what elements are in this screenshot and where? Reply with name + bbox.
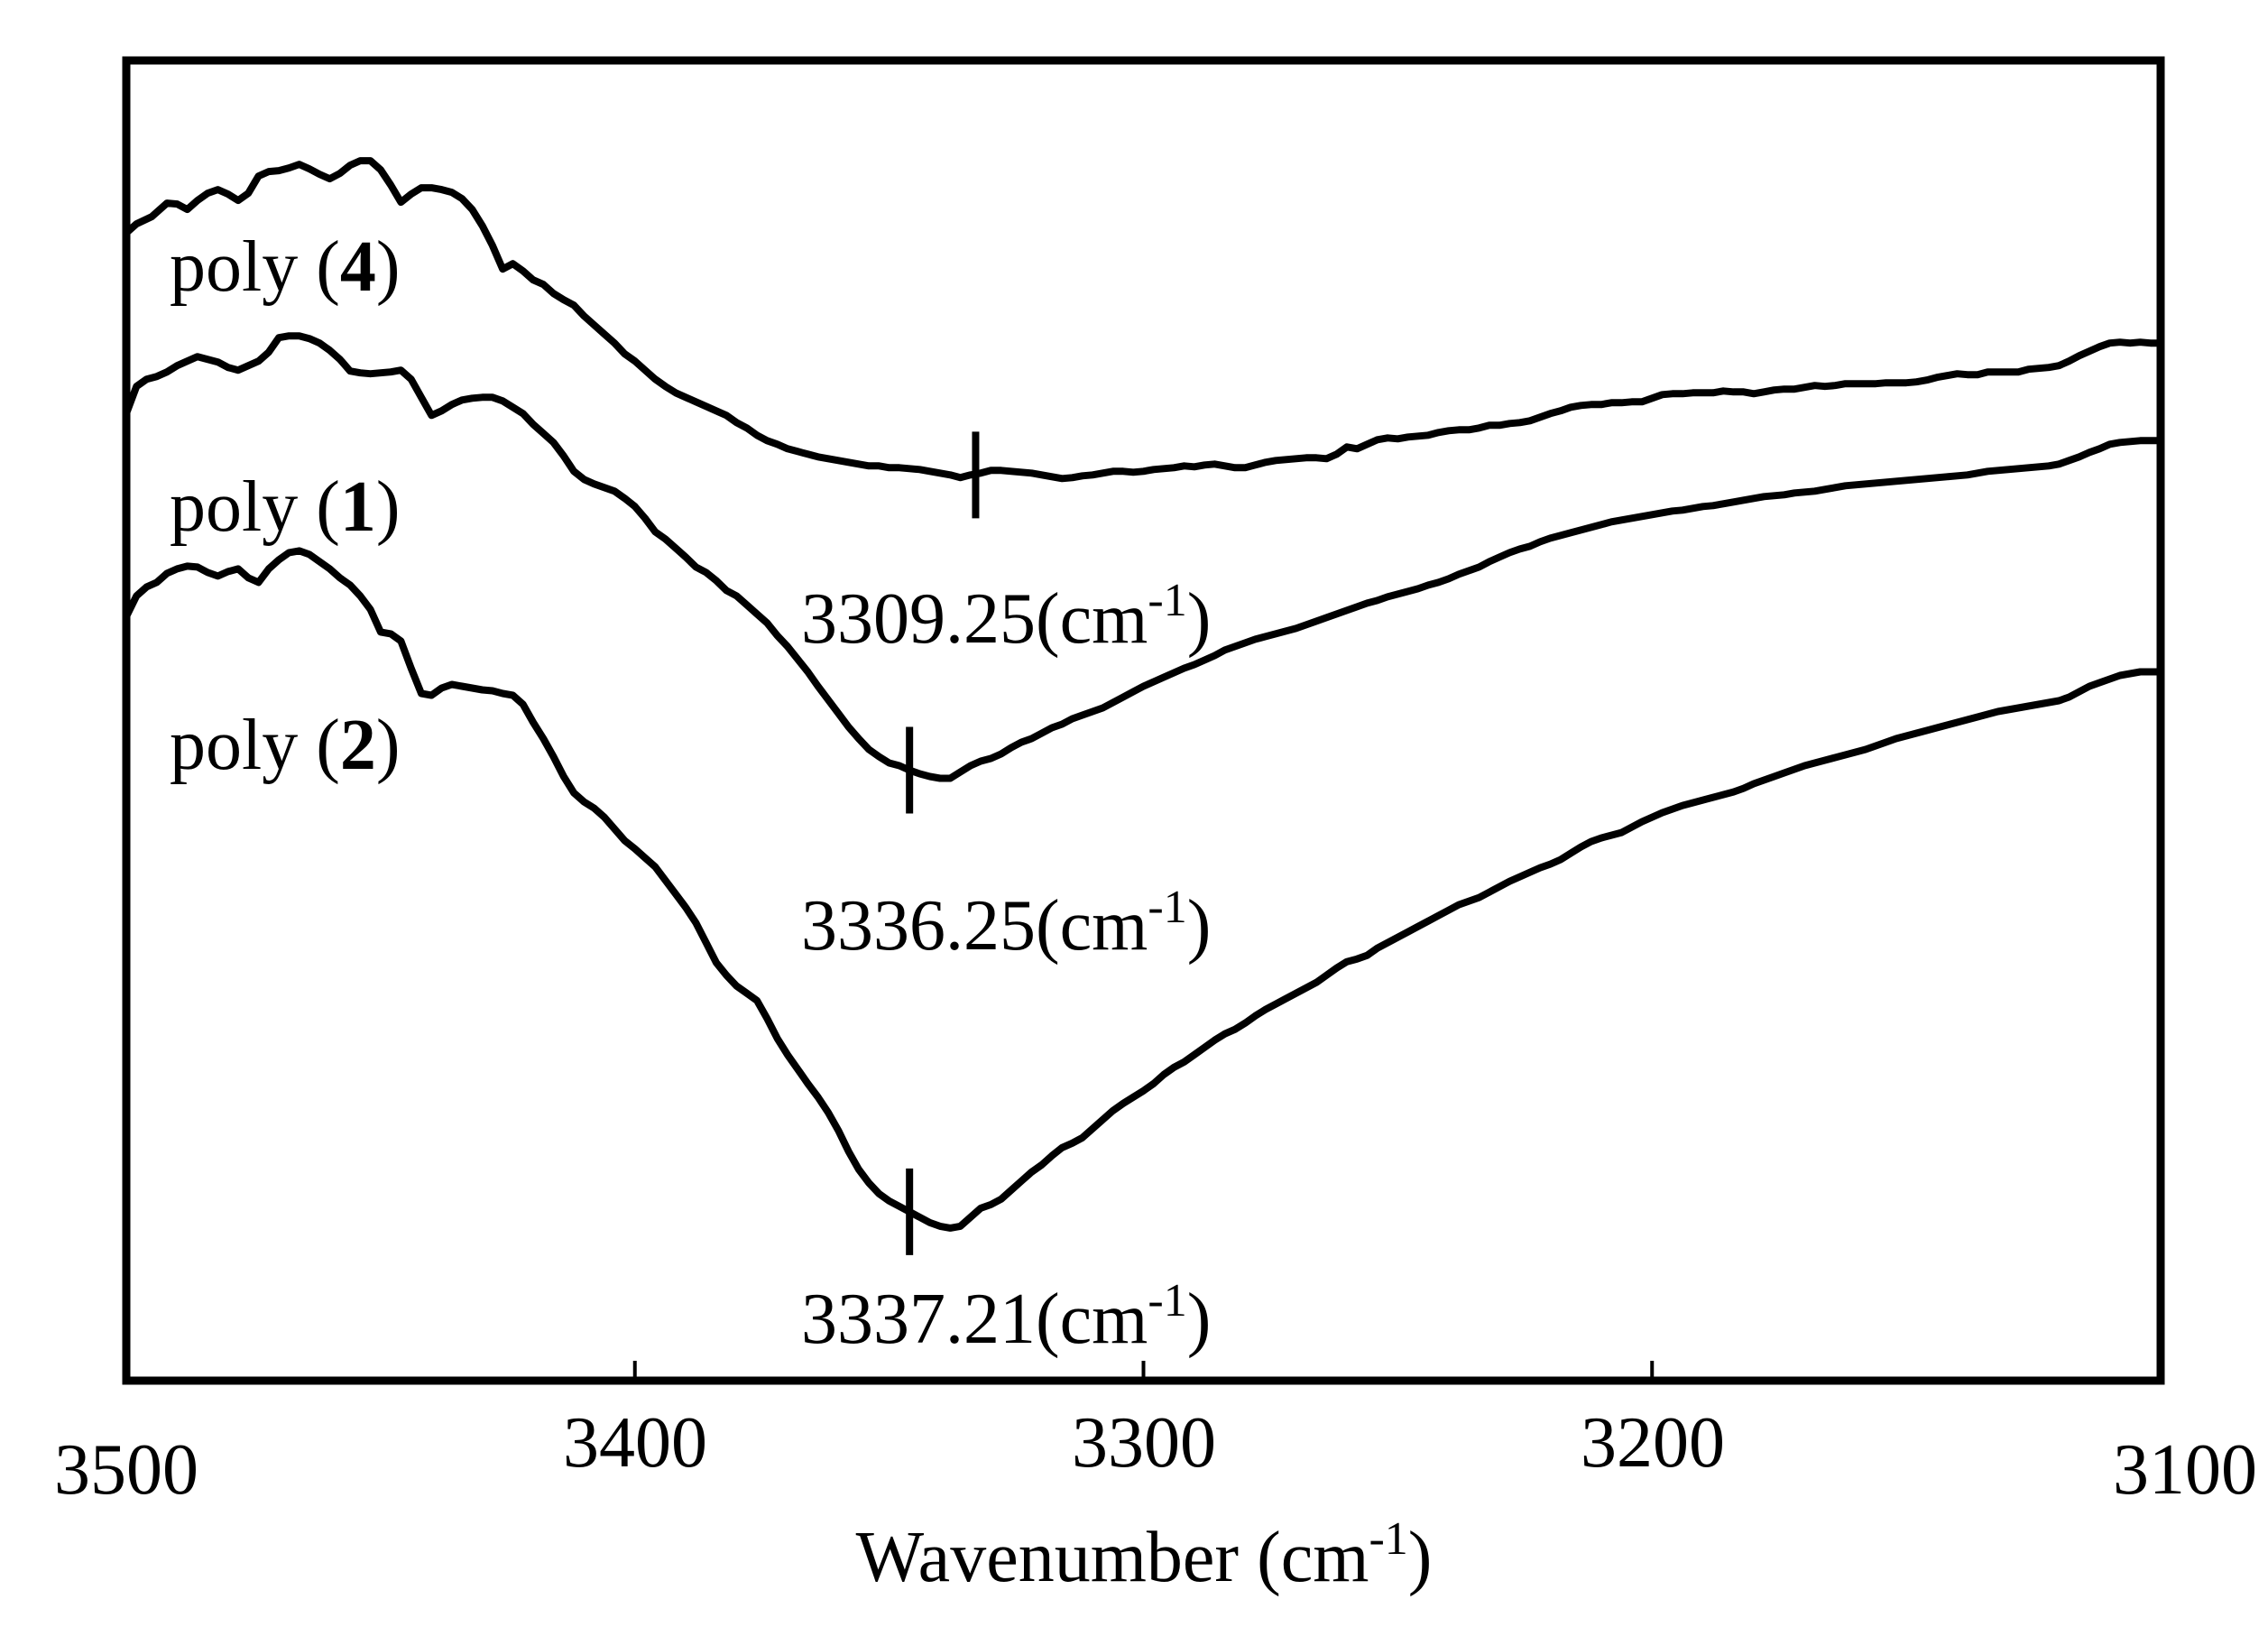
x-tick-label: 3300 (1072, 1403, 1216, 1483)
series-label-poly-2: poly (2) (170, 706, 401, 785)
series-lines (123, 157, 2164, 1232)
peak-annotation-close: ) (1187, 579, 1212, 659)
x-axis-title-close: ) (1408, 1518, 1433, 1597)
peak-annotation-poly-2: 3337.21(cm-1) (801, 1275, 1211, 1359)
series-line-poly-1 (123, 332, 2164, 782)
x-axis-title-sup: -1 (1369, 1513, 1407, 1565)
x-tick-label: 3200 (1581, 1403, 1725, 1483)
peak-annotation-poly-4: 3309.25(cm-1) (801, 575, 1211, 659)
peak-annotation-sup: -1 (1148, 882, 1186, 933)
series-label-suffix: ) (376, 467, 401, 547)
peak-annotation-close: ) (1187, 886, 1212, 966)
series-line-poly-2 (123, 547, 2164, 1232)
peak-annotation-value: 3337.21(cm (801, 1280, 1148, 1359)
series-label-number: 4 (340, 227, 376, 307)
peak-annotation-value: 3309.25(cm (801, 579, 1148, 659)
series-label-prefix: poly ( (170, 467, 340, 547)
x-tick-label: 3100 (2113, 1430, 2257, 1510)
peak-annotation-close: ) (1187, 1280, 1212, 1359)
series-label-number: 1 (340, 467, 376, 547)
series-label-poly-1: poly (1) (170, 467, 401, 547)
peak-annotation-sup: -1 (1148, 1275, 1186, 1327)
series-label-prefix: poly ( (170, 227, 340, 307)
x-axis-title: Wavenumber (cm-1) (856, 1513, 1433, 1597)
series-label-suffix: ) (376, 706, 401, 785)
series-label-prefix: poly ( (170, 706, 340, 785)
x-tick-label: 3500 (54, 1430, 198, 1510)
peak-annotation-value: 3336.25(cm (801, 886, 1148, 966)
peak-annotation-poly-1: 3336.25(cm-1) (801, 882, 1211, 966)
peak-annotation-sup: -1 (1148, 575, 1186, 626)
series-label-number: 2 (340, 706, 376, 785)
series-label-suffix: ) (376, 227, 401, 307)
plot-frame (122, 56, 2165, 1385)
x-tick-label: 3400 (563, 1403, 707, 1483)
series-label-poly-4: poly (4) (170, 227, 401, 307)
series-line-poly-4 (123, 157, 2164, 483)
x-axis-title-main: Wavenumber (cm (856, 1518, 1369, 1597)
peak-markers (906, 431, 980, 1255)
